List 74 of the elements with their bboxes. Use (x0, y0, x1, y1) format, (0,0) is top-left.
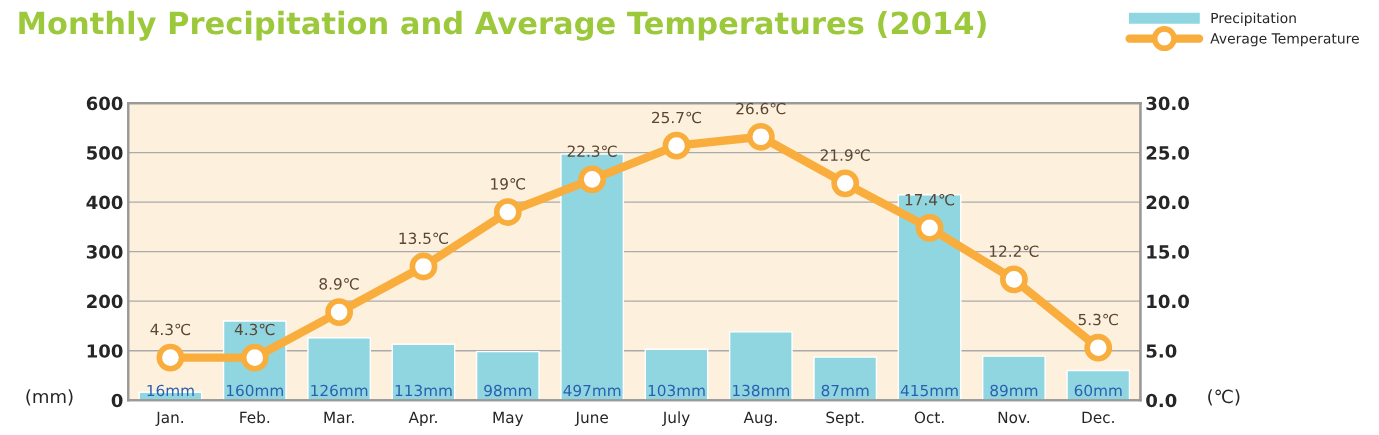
point (746, 122, 775, 151)
data-label: 12.2℃ (990, 245, 1039, 257)
data-label: 8.9℃ (319, 278, 359, 290)
data-label: 16mm (147, 384, 194, 397)
point (409, 252, 438, 281)
x-tick-label: Dec. (1082, 411, 1114, 424)
bar (897, 194, 962, 401)
y2-tick-label: 15.0 (1147, 245, 1189, 259)
data-label: 60mm (1074, 384, 1122, 397)
y2-tick-label: 0.0 (1146, 393, 1177, 408)
x-tick-label: Jan. (155, 411, 183, 426)
point (915, 213, 944, 242)
data-label: 4.3℃ (150, 323, 191, 336)
bar (307, 337, 372, 401)
data-label: 415mm (900, 384, 958, 397)
x-tick-label: July (661, 411, 690, 427)
bar (728, 331, 793, 401)
bar (644, 348, 709, 401)
data-label: 4.3℃ (234, 323, 275, 336)
x-tick-label: Apr. (408, 411, 437, 427)
y-tick-label: 400 (86, 195, 123, 210)
data-label: 89mm (990, 384, 1038, 397)
x-tick-label: Aug. (743, 411, 777, 427)
data-label: 138mm (733, 384, 790, 397)
point (831, 169, 860, 198)
data-label: 26.6℃ (736, 102, 786, 115)
point (325, 298, 354, 326)
y2-tick-label: 25.0 (1146, 146, 1189, 160)
data-label: 13.5℃ (399, 232, 448, 245)
x-tick-label: May (493, 411, 524, 427)
x-tick-label: Oct. (914, 411, 944, 424)
y-tick-label: 0 (111, 393, 123, 408)
data-label: 5.3℃ (1078, 313, 1118, 326)
data-label: 497mm (563, 384, 621, 397)
y-tick-label: 300 (86, 245, 123, 259)
data-label: 19℃ (491, 178, 526, 190)
bar (982, 355, 1046, 401)
point (578, 165, 607, 194)
y-tick-label: 500 (87, 146, 123, 160)
y-tick-label: 600 (86, 96, 123, 111)
bar (475, 350, 540, 401)
y2-axis-title: (℃) (1208, 389, 1240, 406)
data-label: 98mm (484, 384, 532, 397)
data-label: 25.7℃ (652, 111, 702, 124)
data-label: 113mm (395, 384, 452, 397)
point (1000, 265, 1028, 294)
x-tick-label: Nov. (998, 411, 1030, 424)
y2-tick-label: 10.0 (1147, 294, 1189, 309)
point (662, 131, 691, 160)
legend-label: Precipitation (1211, 12, 1296, 26)
y2-tick-label: 20.0 (1146, 195, 1189, 210)
x-tick-label: Mar. (324, 411, 354, 424)
y2-tick-label: 30.0 (1146, 96, 1189, 111)
y-tick-label: 200 (87, 294, 123, 309)
chart-title: Monthly Precipitation and Average Temperatures (2014) (19, 10, 986, 41)
data-label: 22.3℃ (567, 145, 617, 157)
point (493, 198, 522, 226)
bar (391, 343, 456, 401)
y-tick-label: 100 (87, 344, 123, 358)
bar (813, 356, 878, 401)
point (156, 343, 185, 372)
data-label: 21.9℃ (820, 149, 870, 161)
data-label: 126mm (311, 384, 368, 397)
data-label: 103mm (648, 384, 705, 397)
data-label: 87mm (821, 384, 869, 397)
data-label: 17.4℃ (905, 193, 955, 206)
point (1084, 333, 1113, 362)
y-axis-title: (mm) (26, 389, 73, 406)
y2-tick-label: 5.0 (1146, 344, 1177, 358)
x-tick-label: Feb. (240, 411, 270, 424)
x-tick-label: Sept. (826, 411, 864, 427)
data-label: 160mm (226, 384, 283, 397)
x-tick-label: June (574, 411, 608, 426)
legend-label: Average Temperature (1210, 33, 1359, 47)
